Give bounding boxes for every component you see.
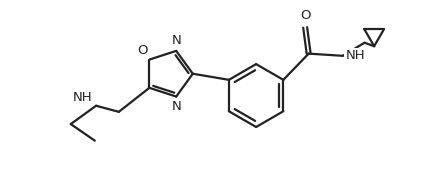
Text: NH: NH: [345, 49, 365, 62]
Text: O: O: [137, 44, 148, 57]
Text: NH: NH: [73, 91, 92, 104]
Text: N: N: [172, 34, 181, 47]
Text: O: O: [300, 9, 311, 22]
Text: N: N: [171, 101, 181, 114]
